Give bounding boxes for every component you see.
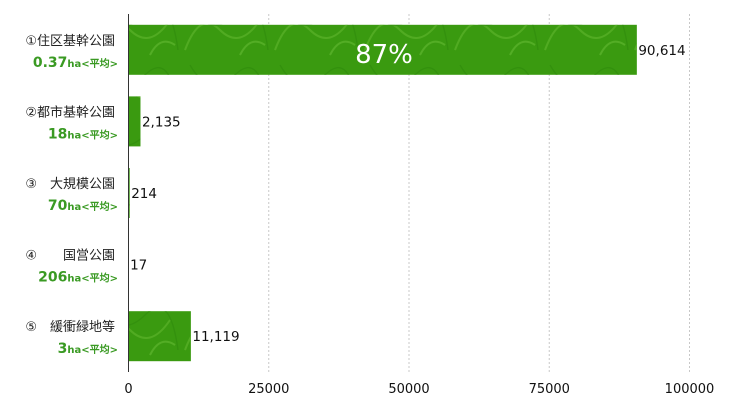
category-average: 3ha<平均>	[58, 341, 118, 357]
value-labels: 90,614 2,135 214 17 11,119	[130, 43, 685, 345]
category-name: ①住区基幹公園	[25, 33, 115, 49]
average-value: 3	[58, 341, 68, 357]
average-value: 18	[48, 126, 67, 142]
x-tick-label: 75000	[529, 382, 570, 397]
category-average: 70ha<平均>	[48, 198, 118, 214]
bar-texture	[128, 96, 141, 147]
bar-texture	[128, 311, 191, 362]
bar-value-label: 11,119	[192, 329, 239, 345]
category-name: ④ 国営公園	[25, 249, 115, 264]
percentage-annotation: 87%	[355, 40, 413, 70]
bar-value-label: 214	[131, 186, 157, 202]
bars	[128, 24, 637, 362]
average-unit: ha<平均>	[67, 57, 118, 70]
average-unit: ha<平均>	[67, 272, 118, 285]
category-average: 18ha<平均>	[48, 126, 118, 142]
category-name: ③ 大規模公園	[25, 177, 115, 192]
bar-value-label: 17	[130, 258, 147, 274]
average-value: 0.37	[33, 55, 68, 71]
category-average: 206ha<平均>	[38, 270, 118, 286]
x-tick-label: 50000	[388, 382, 429, 397]
x-axis-ticks: 0 25000 50000 75000 100000	[124, 382, 714, 397]
category-name: ②都市基幹公園	[25, 104, 115, 120]
category-average: 0.37ha<平均>	[33, 55, 118, 71]
x-tick-label: 100000	[665, 382, 715, 397]
x-tick-label: 0	[124, 382, 132, 397]
bar-texture	[128, 24, 637, 75]
category-name: ⑤ 緩衝緑地等	[25, 319, 115, 335]
bar-value-label: 90,614	[638, 43, 685, 59]
average-unit: ha<平均>	[67, 343, 118, 356]
average-unit: ha<平均>	[67, 200, 118, 213]
bar-value-label: 2,135	[142, 114, 181, 130]
x-tick-label: 25000	[248, 382, 289, 397]
average-value: 70	[48, 198, 68, 214]
average-value: 206	[38, 270, 67, 286]
average-unit: ha<平均>	[67, 128, 118, 141]
bar-texture	[128, 168, 130, 218]
